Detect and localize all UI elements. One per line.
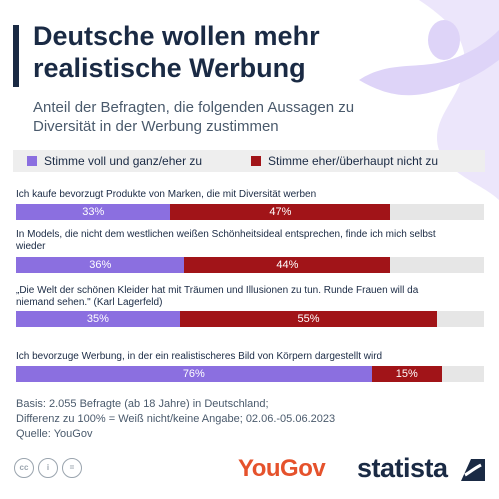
person-icon[interactable]: i: [38, 458, 58, 478]
data-label: 35%: [86, 313, 109, 325]
category-label: In Models, die nicht dem westlichen weiß…: [16, 229, 436, 252]
license-icons: cc i =: [14, 458, 82, 478]
footer-difference: Differenz zu 100% = Weiß nicht/keine Ang…: [16, 413, 336, 425]
legend-label-agree: Stimme voll und ganz/eher zu: [44, 154, 203, 168]
data-label: 76%: [182, 368, 205, 380]
category-label: Ich kaufe bevorzugt Produkte von Marken,…: [16, 189, 317, 200]
footer-basis: Basis: 2.055 Befragte (ab 18 Jahre) in D…: [16, 398, 269, 410]
data-label: 55%: [297, 313, 320, 325]
statista-logo: statista: [357, 453, 448, 483]
data-label: 44%: [276, 259, 299, 271]
legend-swatch-agree: [27, 156, 37, 166]
bar-segment-agree: 35%: [16, 311, 180, 327]
bar-track: 33% 47%: [16, 204, 484, 220]
title-accent-bar: [13, 25, 19, 87]
equals-icon[interactable]: =: [62, 458, 82, 478]
legend-swatch-disagree: [251, 156, 261, 166]
bar-segment-disagree: 47%: [170, 204, 391, 220]
bar-track: 76% 15%: [16, 366, 484, 382]
bar-segment-agree: 33%: [16, 204, 171, 220]
bar-segment-disagree: 55%: [179, 311, 438, 327]
cc-icon[interactable]: cc: [14, 458, 34, 478]
data-label: 47%: [269, 206, 292, 218]
footer-source: Quelle: YouGov: [16, 428, 93, 440]
legend-label-disagree: Stimme eher/überhaupt nicht zu: [268, 154, 439, 168]
bar-track: 36% 44%: [16, 257, 484, 273]
data-label: 36%: [89, 259, 112, 271]
bar-segment-agree: 36%: [16, 257, 185, 273]
data-label: 15%: [395, 368, 418, 380]
legend: Stimme voll und ganz/eher zu Stimme eher…: [13, 150, 485, 172]
bar-segment-agree: 76%: [16, 366, 372, 382]
bar-track: 35% 55%: [16, 311, 484, 327]
bar-segment-disagree: 44%: [184, 257, 391, 273]
yougov-logo: YouGov: [238, 455, 326, 482]
chart-title: Deutsche wollen mehr realistische Werbun…: [33, 21, 320, 83]
legend-item-disagree: Stimme eher/überhaupt nicht zu: [251, 154, 438, 168]
category-label: Ich bevorzuge Werbung, in der ein realis…: [16, 351, 383, 362]
statista-logo-icon: [461, 459, 485, 481]
category-label: „Die Welt der schönen Kleider hat mit Tr…: [16, 285, 419, 308]
footer-notes: Basis: 2.055 Befragte (ab 18 Jahre) in D…: [16, 397, 436, 442]
legend-item-agree: Stimme voll und ganz/eher zu: [27, 154, 202, 168]
data-label: 33%: [82, 206, 105, 218]
bar-segment-disagree: 15%: [371, 366, 442, 382]
chart-subtitle: Anteil der Befragten, die folgenden Auss…: [33, 99, 355, 135]
